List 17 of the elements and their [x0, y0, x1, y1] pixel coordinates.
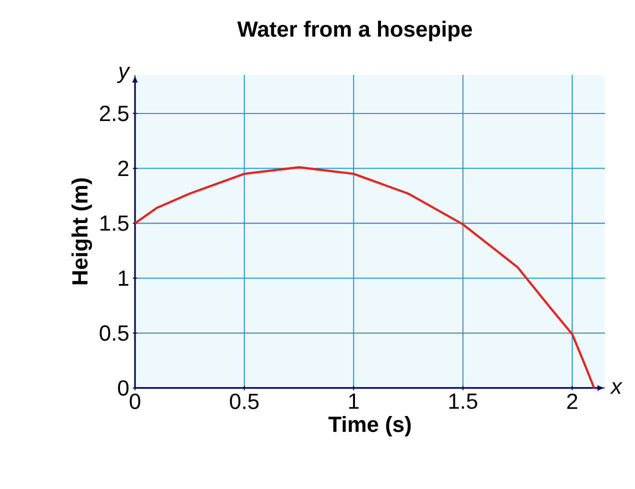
x-axis-title: Time (s)	[328, 416, 411, 436]
x-tick-label: 1	[349, 394, 359, 409]
chart-title: Water from a hosepipe	[237, 20, 472, 42]
line-series	[134, 166, 596, 390]
y-tick-label: 2	[118, 160, 128, 176]
y-tick-label: 0	[118, 380, 128, 396]
x-tick-label: 1.5	[449, 394, 478, 409]
text: x	[610, 382, 622, 394]
y-tick-label: 2.5	[100, 106, 128, 122]
x-tick-label: 0.5	[230, 394, 259, 410]
x-tick-label: 0	[130, 394, 140, 410]
x-tick-label: 2	[567, 394, 578, 409]
y-tick-label: 0.5	[100, 325, 128, 341]
y-tick-label: 1	[118, 270, 128, 286]
y-axis-title: Height (m)	[72, 178, 92, 284]
y-tick-label: 1.5	[100, 216, 128, 231]
text: y	[116, 66, 130, 84]
